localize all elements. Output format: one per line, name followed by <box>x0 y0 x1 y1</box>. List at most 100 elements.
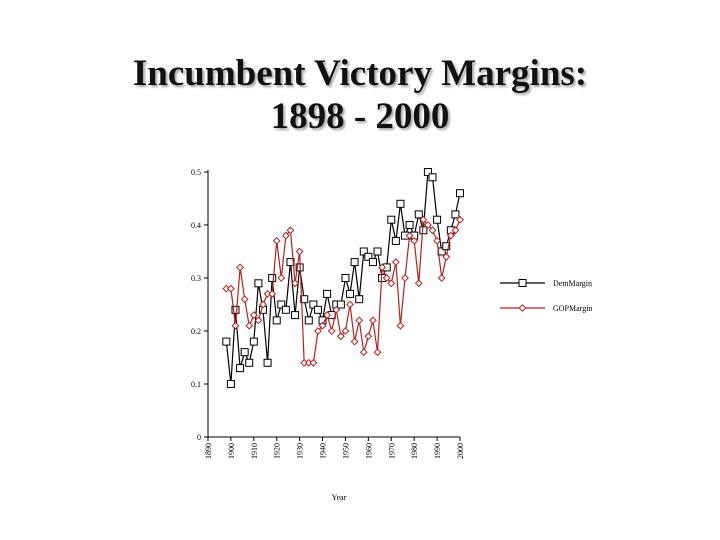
data-point-GOPMargin <box>456 215 464 224</box>
x-tick-label: 1990 <box>433 443 442 459</box>
data-point-DemMargin <box>286 258 295 267</box>
data-point-DemMargin <box>226 380 235 388</box>
data-point-GOPMargin <box>382 274 391 282</box>
data-point-GOPMargin <box>286 226 295 235</box>
x-tick-label: 1900 <box>227 443 236 459</box>
data-point-DemMargin <box>373 247 382 256</box>
data-point-DemMargin <box>323 289 332 298</box>
data-point-GOPMargin <box>327 327 336 335</box>
data-point-GOPMargin <box>396 321 405 330</box>
data-point-DemMargin <box>268 274 277 282</box>
data-point-GOPMargin <box>405 231 414 240</box>
data-point-GOPMargin <box>254 316 263 325</box>
data-point-GOPMargin <box>236 263 244 272</box>
data-point-DemMargin <box>254 279 263 288</box>
data-point-DemMargin <box>396 199 405 208</box>
data-point-GOPMargin <box>249 311 258 320</box>
data-point-GOPMargin <box>419 215 428 224</box>
data-point-DemMargin <box>387 215 396 224</box>
data-point-GOPMargin <box>446 231 455 240</box>
data-point-GOPMargin <box>369 316 377 325</box>
y-tick-label: 0.4 <box>191 221 201 230</box>
x-tick-label: 1930 <box>296 443 305 459</box>
data-point-GOPMargin <box>401 274 409 282</box>
data-point-DemMargin <box>313 305 322 314</box>
legend-marker <box>518 304 527 312</box>
data-point-GOPMargin <box>272 236 281 245</box>
data-point-GOPMargin <box>268 289 277 298</box>
chart-title: Incumbent Victory Margins: 1898 - 2000 <box>0 52 720 138</box>
x-tick-label: 1970 <box>387 443 396 459</box>
data-point-DemMargin <box>300 295 309 304</box>
x-axis-title: Year <box>332 493 347 502</box>
data-point-DemMargin <box>281 305 290 314</box>
data-point-DemMargin <box>364 252 373 261</box>
data-point-DemMargin <box>368 258 377 267</box>
data-point-GOPMargin <box>314 327 322 335</box>
data-point-GOPMargin <box>240 295 249 304</box>
data-point-GOPMargin <box>437 274 446 282</box>
data-point-DemMargin <box>222 337 231 346</box>
data-point-DemMargin <box>451 210 460 219</box>
data-point-GOPMargin <box>231 321 240 330</box>
data-point-DemMargin <box>341 274 350 282</box>
data-point-DemMargin <box>433 215 442 224</box>
chart-title-line-1: Incumbent Victory Margins: <box>132 53 588 94</box>
data-point-DemMargin <box>245 358 254 367</box>
data-point-DemMargin <box>236 364 245 373</box>
data-point-DemMargin <box>346 289 355 298</box>
x-tick-label: 1920 <box>273 443 282 459</box>
x-tick-label: 1910 <box>250 443 259 459</box>
data-point-GOPMargin <box>281 231 290 240</box>
series-line-GOPMargin <box>226 218 461 364</box>
x-tick-label: 1940 <box>319 443 328 459</box>
series-GOPMargin <box>222 215 464 367</box>
y-tick-label: 0.2 <box>191 327 201 336</box>
chart-legend: DemMargin GOPMargin <box>500 279 592 313</box>
y-tick-label: 0 <box>197 433 201 442</box>
data-point-GOPMargin <box>341 327 350 335</box>
data-point-DemMargin <box>456 189 464 198</box>
chart-axes: 0 0.1 0.2 0.3 0.4 0.5 1890 1900 1910 1920 1930 1940… <box>191 168 465 502</box>
data-point-DemMargin <box>414 210 423 219</box>
data-point-GOPMargin <box>309 358 318 367</box>
data-point-GOPMargin <box>318 321 327 330</box>
data-point-DemMargin <box>277 300 286 309</box>
data-point-DemMargin <box>423 168 432 176</box>
x-tick-label: 2000 <box>456 443 465 459</box>
data-point-GOPMargin <box>373 348 382 357</box>
series-DemMargin <box>222 168 464 388</box>
data-point-GOPMargin <box>414 279 423 288</box>
data-point-DemMargin <box>405 221 414 229</box>
legend-label: DemMargin <box>553 279 592 288</box>
data-point-DemMargin <box>391 236 400 245</box>
data-point-GOPMargin <box>410 236 419 245</box>
data-point-GOPMargin <box>424 221 432 229</box>
data-point-DemMargin <box>291 311 300 320</box>
legend-item-GOPMargin: GOPMargin <box>500 304 592 313</box>
data-point-GOPMargin <box>350 337 359 346</box>
data-point-DemMargin <box>249 337 258 346</box>
data-point-DemMargin <box>359 247 368 256</box>
y-tick-label: 0.1 <box>191 380 201 389</box>
data-point-GOPMargin <box>259 300 267 309</box>
data-point-GOPMargin <box>323 311 332 320</box>
data-point-GOPMargin <box>428 226 437 235</box>
data-point-GOPMargin <box>433 236 441 245</box>
data-point-GOPMargin <box>291 279 299 288</box>
data-point-GOPMargin <box>378 263 387 272</box>
data-point-GOPMargin <box>387 279 396 288</box>
data-point-DemMargin <box>272 316 281 325</box>
data-point-DemMargin <box>304 316 313 325</box>
data-point-GOPMargin <box>346 300 354 309</box>
data-point-DemMargin <box>263 358 272 367</box>
data-point-DemMargin <box>442 242 451 251</box>
data-point-GOPMargin <box>332 305 341 314</box>
data-point-DemMargin <box>336 300 345 309</box>
data-point-DemMargin <box>309 300 318 309</box>
data-point-GOPMargin <box>359 348 368 357</box>
legend-marker <box>518 279 527 287</box>
data-point-DemMargin <box>240 348 249 357</box>
legend-label: GOPMargin <box>553 304 592 313</box>
